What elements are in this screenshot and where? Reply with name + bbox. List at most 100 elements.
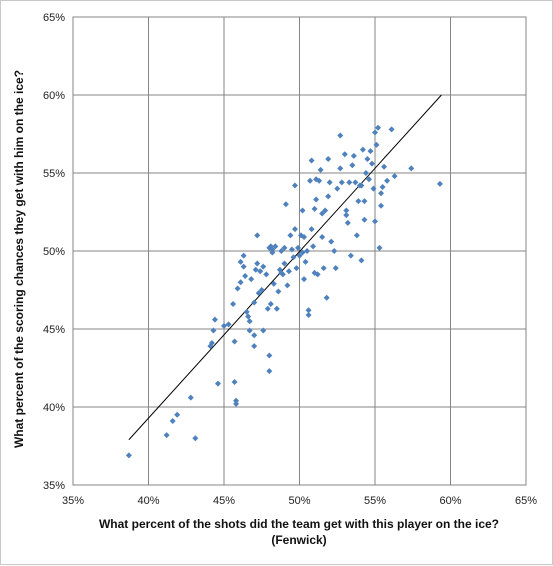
y-tick-labels: 35% 40% 45% 50% 55% 60% 65%	[43, 12, 65, 492]
x-tick-labels: 35% 40% 45% 50% 55% 60% 65%	[62, 495, 537, 507]
data-point	[359, 146, 366, 153]
data-point	[278, 248, 285, 254]
data-point	[192, 435, 199, 442]
y-axis-title: What percent of the scoring chances they…	[12, 70, 26, 448]
data-point	[293, 265, 300, 272]
data-point	[266, 368, 273, 375]
data-point	[233, 400, 240, 407]
data-point	[251, 332, 258, 339]
data-point	[358, 257, 365, 264]
data-point	[242, 272, 249, 279]
data-point	[308, 226, 315, 233]
data-point	[246, 327, 253, 334]
x-tick-label: 60%	[439, 495, 461, 507]
data-point	[281, 244, 288, 251]
data-point	[334, 185, 341, 192]
data-point	[231, 338, 238, 345]
data-point	[251, 299, 258, 306]
data-point	[237, 258, 244, 265]
x-tick-label: 50%	[288, 495, 310, 507]
data-point	[214, 380, 221, 387]
data-point	[364, 155, 371, 162]
data-point	[349, 162, 356, 169]
data-points	[125, 124, 443, 459]
x-tick-label: 65%	[515, 495, 537, 507]
data-point	[287, 232, 294, 239]
data-point	[367, 148, 374, 155]
data-point	[341, 151, 348, 158]
x-axis-title: What percent of the shots did the team g…	[99, 517, 499, 531]
data-point	[251, 343, 258, 350]
data-point	[264, 305, 271, 312]
data-point	[255, 290, 262, 297]
data-point	[304, 248, 311, 254]
data-point	[375, 124, 382, 131]
data-point	[346, 179, 353, 186]
y-tick-label: 40%	[43, 402, 65, 414]
data-point	[325, 193, 332, 200]
data-point	[358, 182, 365, 189]
data-point	[301, 276, 308, 283]
data-point	[361, 216, 368, 223]
data-point	[221, 322, 227, 329]
data-point	[391, 173, 398, 180]
y-tick-label: 55%	[43, 168, 65, 180]
data-point	[291, 182, 298, 189]
data-point	[325, 155, 332, 162]
data-point	[243, 308, 250, 315]
data-point	[343, 207, 350, 214]
data-point	[284, 282, 291, 289]
data-point	[246, 318, 253, 325]
data-point	[211, 316, 218, 323]
data-point	[296, 252, 303, 259]
x-tick-label: 55%	[364, 495, 386, 507]
data-point	[365, 176, 372, 183]
data-point	[254, 232, 261, 239]
data-point	[319, 210, 326, 217]
data-point	[266, 352, 273, 359]
data-point	[291, 226, 298, 233]
data-point	[316, 177, 323, 184]
data-point	[285, 268, 292, 275]
data-point	[299, 249, 306, 256]
data-point	[355, 198, 362, 205]
data-point	[281, 260, 288, 267]
x-tick-label: 40%	[137, 495, 159, 507]
data-point	[263, 271, 270, 278]
data-point	[337, 132, 344, 139]
data-point	[270, 280, 277, 287]
data-point	[290, 254, 297, 261]
data-point	[320, 265, 327, 272]
data-point	[258, 287, 265, 293]
data-point	[311, 205, 318, 212]
data-point	[337, 165, 344, 172]
data-point	[370, 185, 377, 192]
data-point	[353, 232, 360, 239]
data-point	[350, 152, 357, 159]
data-point	[388, 126, 395, 133]
data-point	[174, 411, 181, 418]
data-point	[125, 452, 132, 459]
data-point	[331, 248, 338, 254]
data-point	[163, 432, 170, 439]
data-point	[230, 301, 237, 308]
data-point	[378, 202, 385, 209]
data-point	[252, 266, 259, 273]
data-point	[373, 141, 380, 148]
data-point	[343, 212, 350, 219]
data-point	[352, 179, 359, 186]
data-point	[323, 294, 330, 301]
data-point	[272, 243, 279, 250]
data-point	[408, 165, 415, 172]
data-point	[347, 252, 354, 259]
data-point	[225, 321, 232, 328]
data-point	[237, 279, 244, 286]
data-point	[332, 265, 339, 272]
data-point	[362, 170, 369, 176]
data-point	[317, 166, 324, 173]
data-point	[307, 177, 314, 184]
data-point	[275, 288, 282, 295]
data-point	[301, 233, 308, 240]
data-point	[288, 246, 295, 253]
